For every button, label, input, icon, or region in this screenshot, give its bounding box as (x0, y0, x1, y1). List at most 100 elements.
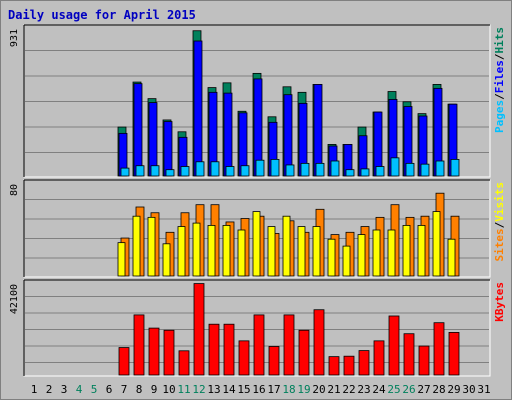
bar-kbytes-day-27 (418, 345, 430, 376)
bar-pages-day-15 (240, 165, 250, 177)
bar-kbytes-day-21 (328, 356, 340, 376)
chart-title: Daily usage for April 2015 (8, 8, 196, 22)
y-max-label: 42100 (9, 284, 20, 314)
x-tick-day-7: 7 (121, 383, 128, 396)
x-tick-day-24: 24 (372, 383, 386, 396)
bar-visits-day-21 (327, 238, 336, 277)
bar-pages-day-7 (120, 167, 130, 177)
bar-visits-day-23 (357, 234, 366, 277)
legend-item: KBytes (493, 282, 506, 322)
bar-visits-day-14 (222, 224, 231, 277)
legend-item: / (493, 221, 506, 228)
x-tick-day-8: 8 (136, 383, 143, 396)
bar-visits-day-20 (312, 226, 321, 277)
x-tick-day-20: 20 (312, 383, 325, 396)
bar-pages-day-18 (285, 164, 295, 177)
bar-pages-day-21 (330, 160, 340, 177)
bar-pages-day-24 (375, 166, 385, 177)
bar-kbytes-day-17 (268, 346, 280, 376)
bar-files-day-9 (148, 102, 158, 177)
x-tick-day-25: 25 (387, 383, 400, 396)
bar-files-day-12 (193, 40, 203, 177)
bar-kbytes-day-29 (448, 332, 460, 376)
bar-kbytes-day-14 (223, 323, 235, 376)
panel-middle: 80 Sites/Visits (9, 179, 506, 278)
x-tick-day-16: 16 (252, 383, 265, 396)
bar-visits-day-24 (372, 229, 381, 277)
bar-visits-day-7 (117, 242, 126, 277)
bar-files-day-8 (133, 83, 143, 177)
bar-kbytes-day-26 (403, 333, 415, 376)
x-tick-day-15: 15 (237, 383, 250, 396)
x-tick-day-26: 26 (402, 383, 415, 396)
x-tick-day-31: 31 (477, 383, 490, 396)
bar-visits-day-13 (207, 224, 216, 277)
x-tick-day-30: 30 (462, 383, 475, 396)
legend: Sites/Visits (493, 182, 506, 262)
legend: KBytes (493, 282, 506, 322)
bar-visits-day-27 (417, 224, 426, 277)
legend-item: / (493, 93, 506, 100)
bar-pages-day-9 (150, 165, 160, 177)
bar-visits-day-17 (267, 226, 276, 277)
bar-pages-day-23 (360, 168, 370, 177)
x-tick-day-18: 18 (282, 383, 295, 396)
y-max-label: 80 (9, 184, 20, 196)
bar-visits-day-29 (447, 238, 456, 277)
bar-pages-day-8 (135, 165, 145, 177)
legend-item: Hits (493, 27, 506, 54)
bar-pages-day-20 (315, 162, 325, 177)
bar-kbytes-day-9 (148, 327, 160, 376)
bar-kbytes-day-28 (433, 322, 445, 376)
bar-visits-day-16 (252, 211, 261, 277)
bar-visits-day-15 (237, 229, 246, 277)
x-tick-day-2: 2 (46, 383, 53, 396)
x-tick-day-27: 27 (417, 383, 430, 396)
bar-kbytes-day-18 (283, 314, 295, 376)
bar-files-day-10 (163, 121, 173, 177)
bar-pages-day-28 (435, 160, 445, 177)
legend-item: Pages (493, 100, 506, 133)
bar-kbytes-day-24 (373, 340, 385, 376)
x-tick-day-3: 3 (61, 383, 68, 396)
bar-kbytes-day-11 (178, 350, 190, 376)
bar-visits-day-10 (162, 243, 171, 277)
bar-visits-day-9 (147, 216, 156, 277)
bar-pages-day-13 (210, 161, 220, 177)
bar-pages-day-27 (420, 163, 430, 177)
x-tick-day-21: 21 (327, 383, 340, 396)
bar-files-day-14 (223, 92, 233, 177)
bar-pages-day-14 (225, 166, 235, 177)
x-tick-day-19: 19 (297, 383, 310, 396)
bar-pages-day-25 (390, 157, 400, 177)
x-tick-day-11: 11 (177, 383, 190, 396)
bar-pages-day-22 (345, 169, 355, 177)
x-tick-day-22: 22 (342, 383, 355, 396)
bar-kbytes-day-7 (118, 347, 130, 376)
x-tick-day-9: 9 (151, 383, 158, 396)
bar-pages-day-11 (180, 166, 190, 177)
bar-visits-day-8 (132, 215, 141, 277)
bar-files-day-18 (283, 94, 293, 177)
x-tick-day-5: 5 (91, 383, 98, 396)
bar-files-day-20 (313, 84, 323, 177)
x-tick-day-12: 12 (192, 383, 205, 396)
legend-item: Visits (493, 182, 506, 222)
bar-kbytes-day-16 (253, 314, 265, 376)
x-tick-day-10: 10 (162, 383, 175, 396)
x-tick-day-6: 6 (106, 383, 113, 396)
x-tick-day-29: 29 (447, 383, 460, 396)
x-tick-day-14: 14 (222, 383, 236, 396)
x-tick-day-13: 13 (207, 383, 220, 396)
bar-pages-day-29 (450, 159, 460, 177)
bar-kbytes-day-8 (133, 314, 145, 376)
bar-visits-day-19 (297, 226, 306, 277)
x-tick-day-4: 4 (76, 383, 83, 396)
bar-kbytes-day-19 (298, 329, 310, 376)
bar-kbytes-day-12 (193, 283, 205, 376)
bar-pages-day-10 (165, 169, 175, 177)
bar-kbytes-day-15 (238, 340, 250, 376)
legend: Pages/Files/Hits (493, 27, 506, 133)
